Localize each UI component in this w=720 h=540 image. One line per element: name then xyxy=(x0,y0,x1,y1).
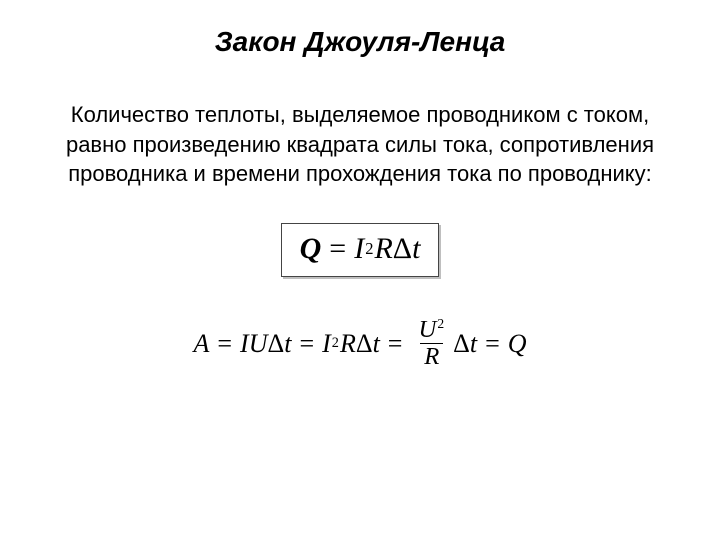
slide: Закон Джоуля-Ленца Количество теплоты, в… xyxy=(0,0,720,540)
fraction-U2-over-R: U2 R xyxy=(414,317,449,370)
main-formula: Q = I2RΔt xyxy=(300,232,421,266)
fraction-numerator: U2 xyxy=(414,317,449,343)
var-t-2: t xyxy=(373,329,380,359)
var-R-2: R xyxy=(340,329,356,359)
page-title: Закон Джоуля-Ленца xyxy=(215,26,506,58)
var-I-1: I xyxy=(240,329,249,359)
delta-2: Δ xyxy=(356,329,373,359)
main-formula-box: Q = I2RΔt xyxy=(281,223,440,277)
var-t: t xyxy=(412,232,420,266)
var-A: A xyxy=(193,329,209,359)
equals-4: = xyxy=(485,329,500,359)
var-t-3: t xyxy=(470,329,477,359)
equals-1: = xyxy=(217,329,232,359)
equals-3: = xyxy=(388,329,403,359)
exp-2: 2 xyxy=(365,239,373,259)
var-I: I xyxy=(354,232,364,266)
var-I-2: I xyxy=(322,329,331,359)
var-Q: Q xyxy=(300,232,322,266)
var-U-1: U xyxy=(249,329,268,359)
body-paragraph: Количество теплоты, выделяемое проводник… xyxy=(40,100,680,189)
var-R: R xyxy=(374,232,392,266)
equals-2: = xyxy=(299,329,314,359)
equals-sign: = xyxy=(329,232,346,266)
var-Q-end: Q xyxy=(508,329,527,359)
fraction-denominator: R xyxy=(420,343,443,370)
delta-3: Δ xyxy=(453,329,470,359)
var-U-num: U xyxy=(418,316,436,343)
derivation-formula: A = IUΔt = I2RΔt = U2 R Δt = Q xyxy=(193,317,526,370)
delta-symbol: Δ xyxy=(393,232,412,266)
exp-U2: 2 xyxy=(437,316,444,331)
var-t-1: t xyxy=(284,329,291,359)
delta-1: Δ xyxy=(267,329,284,359)
exp-I2: 2 xyxy=(332,335,339,352)
